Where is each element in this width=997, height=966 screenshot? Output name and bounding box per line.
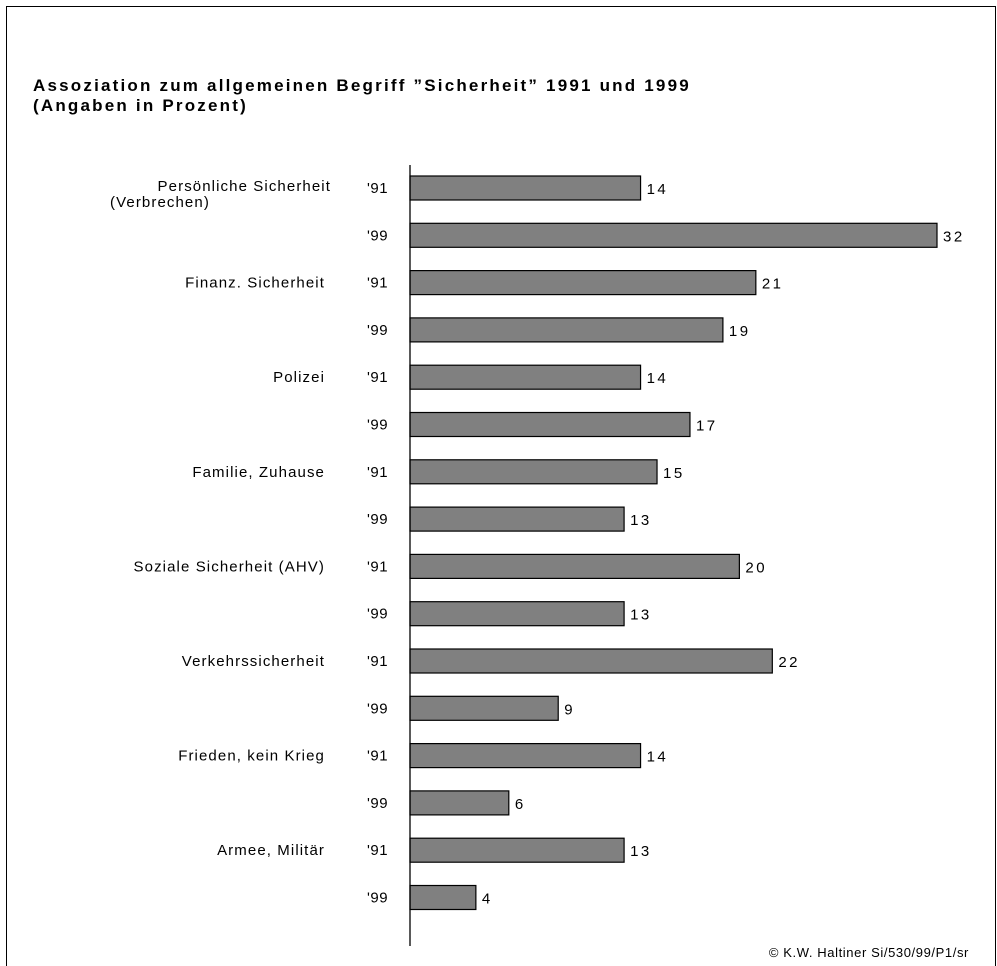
data-label: 14 [647,370,669,387]
bar [409,317,724,343]
year-label: '91 [367,558,388,575]
category-label: Armee, Militär [217,842,325,859]
category-label: Finanz. Sicherheit [185,275,325,292]
bar [409,884,477,911]
bar [409,175,642,201]
year-label: '99 [367,606,388,623]
bar [409,506,625,532]
year-label: '91 [367,653,388,670]
bar [409,364,642,390]
data-label: 20 [745,559,767,576]
year-label: '99 [367,511,388,528]
category-label: Soziale Sicherheit (AHV) [134,558,325,575]
category-label: Polizei [273,369,325,386]
data-label: 21 [762,276,784,293]
data-label: 13 [630,843,652,860]
data-label: 6 [515,796,526,813]
year-label: '99 [367,890,388,907]
year-label: '99 [367,795,388,812]
category-label: Persönliche Sicherheit [158,178,331,195]
bar [409,553,740,580]
data-label: 4 [482,891,493,908]
bar [409,270,757,296]
data-label: 14 [647,749,669,766]
data-label: 9 [564,701,575,718]
year-label: '91 [367,842,388,859]
data-label: 32 [943,228,965,245]
copyright-credit: © K.W. Haltiner Si/530/99/P1/sr [768,945,969,960]
category-label: Frieden, kein Krieg [178,748,325,765]
bar [409,411,691,438]
category-label: (Verbrechen) [110,194,210,211]
year-label: '99 [367,700,388,717]
chart-subtitle: (Angaben in Prozent) [33,96,248,115]
category-label: Verkehrssicherheit [182,653,325,670]
year-label: '91 [367,464,388,481]
year-label: '91 [367,748,388,765]
data-label: 19 [729,323,751,340]
data-label: 13 [630,512,652,529]
year-label: '91 [367,369,388,386]
data-label: 22 [778,654,800,671]
bar [409,222,938,248]
bar [409,790,510,816]
bar [409,837,625,863]
chart-frame [6,6,996,966]
year-label: '99 [367,417,388,434]
bar [409,459,658,485]
chart-title: Assoziation zum allgemeinen Begriff ”Sic… [33,76,691,95]
data-label: 15 [663,465,685,482]
data-label: 13 [630,607,652,624]
bar [409,695,559,721]
year-label: '91 [367,180,388,197]
data-label: 14 [647,181,669,198]
category-label: Familie, Zuhause [192,464,325,481]
data-label: 17 [696,418,718,435]
bar [409,601,625,627]
year-label: '99 [367,227,388,244]
year-label: '91 [367,275,388,292]
bar [409,648,773,674]
bar [409,742,642,769]
year-label: '99 [367,322,388,339]
